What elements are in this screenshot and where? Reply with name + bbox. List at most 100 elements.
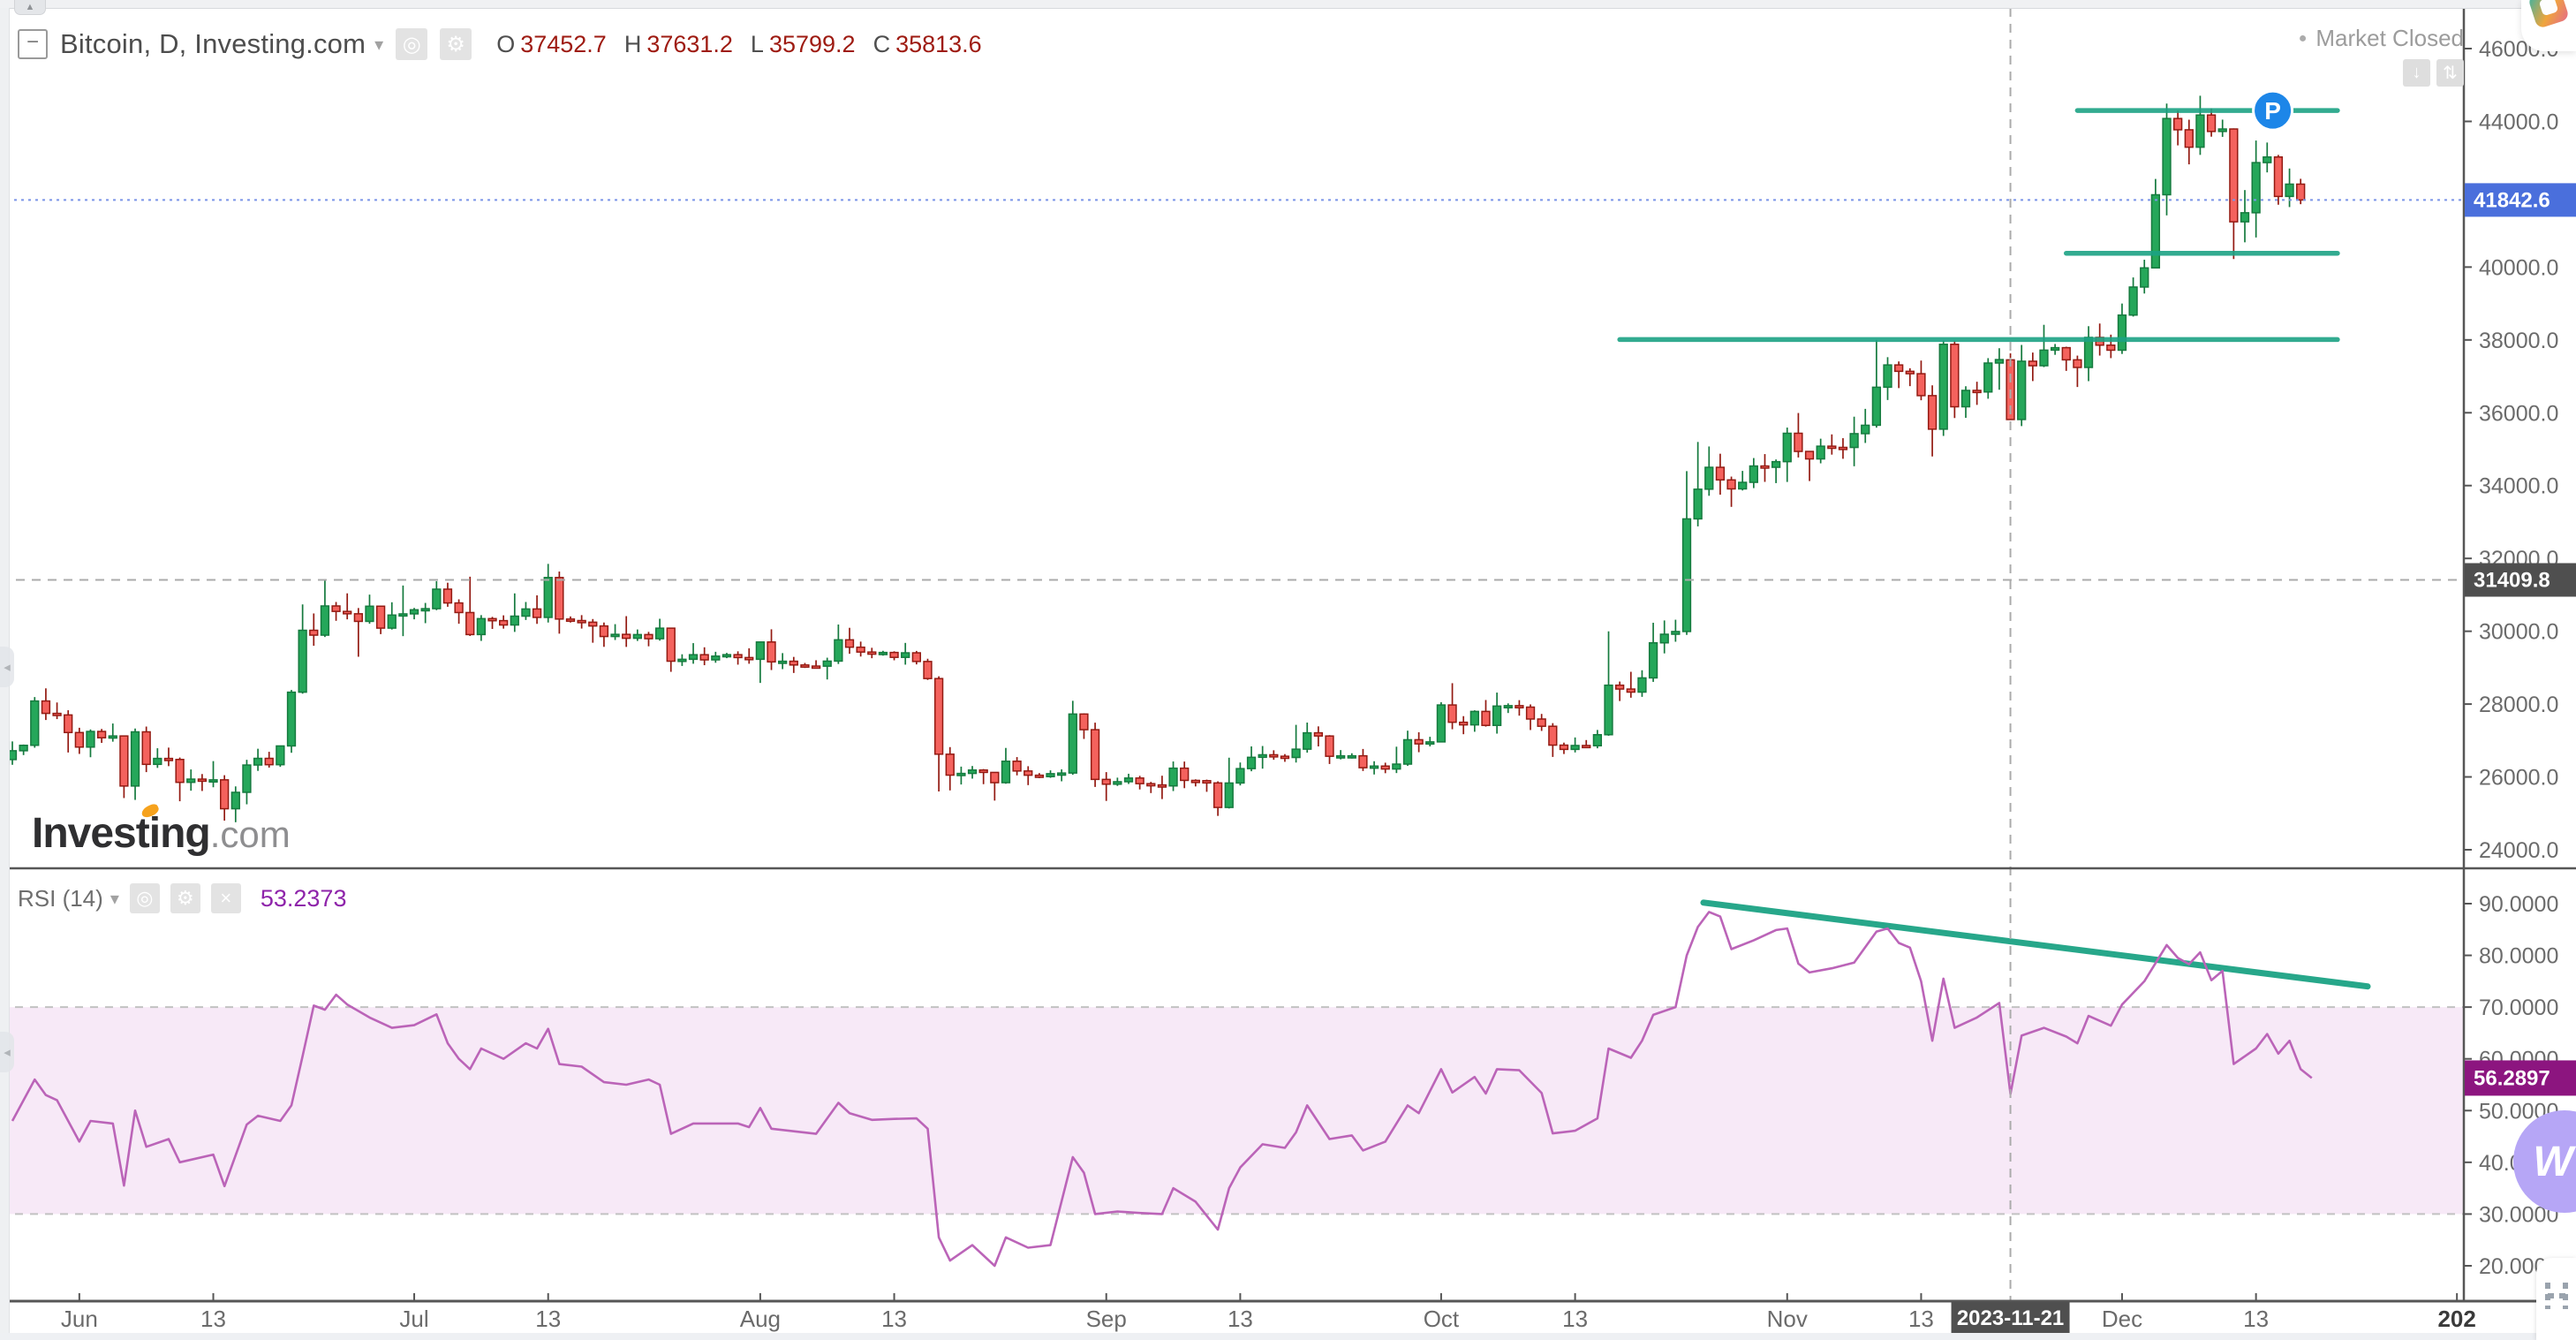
candle-body [1592, 734, 1603, 747]
candle-body [298, 629, 307, 693]
candle-body [1380, 765, 1390, 770]
candle-body [622, 633, 631, 640]
candle-body [432, 588, 442, 609]
candle-body [2184, 129, 2194, 148]
chevron-down-icon[interactable]: ▾ [374, 34, 384, 55]
rsi-indicator-label[interactable]: RSI (14) [18, 884, 103, 912]
candle-body [1559, 744, 1569, 751]
candle-body [1090, 729, 1100, 781]
candle-body [1168, 767, 1178, 787]
candle-body [1570, 745, 1580, 751]
rsi-settings-button[interactable]: ⚙ [170, 883, 200, 913]
candle-body [1861, 424, 1870, 435]
candle-body [1548, 725, 1558, 746]
candle-body [1358, 754, 1368, 768]
chevron-up-icon: ▲ [25, 2, 35, 12]
browser-extension-badge[interactable] [2521, 0, 2576, 51]
candle-body [41, 700, 51, 715]
candle-body [74, 731, 84, 748]
candle-body [911, 652, 921, 662]
rsi-current-value: 53.2373 [260, 884, 347, 912]
candle-body [230, 791, 240, 810]
pan-left-handle[interactable]: ◂ [0, 647, 14, 687]
candle-body [487, 617, 497, 622]
open-label: O [496, 30, 516, 57]
candle-body [1916, 373, 1926, 397]
candle-body [632, 633, 642, 640]
last-price-badge [2465, 183, 2576, 217]
settings-button[interactable]: ⚙ [440, 28, 472, 60]
bottom-page-strip [0, 1333, 2576, 1340]
candle-body [264, 757, 274, 766]
eye-icon: ◎ [402, 32, 421, 57]
candle-body [2028, 360, 2037, 367]
candle-body [978, 769, 988, 774]
candle-body [1681, 518, 1692, 632]
price-tick-label: 44000.0 [2479, 110, 2558, 134]
position-marker[interactable] [2252, 89, 2294, 132]
crosshair-date-badge [1951, 1302, 2070, 1334]
candle-body [1336, 754, 1346, 759]
symbol-title[interactable]: Bitcoin, D, Investing.com [60, 28, 366, 59]
chevron-left-icon: ◂ [4, 660, 11, 675]
time-tick-label: Jul [399, 1306, 428, 1332]
crosshair-date-badge-text: 2023-11-21 [1957, 1306, 2064, 1330]
watermark-logo: Investing .com [32, 802, 291, 858]
scroll-to-latest-button[interactable]: ↓ [2403, 59, 2430, 87]
candle-body [1659, 633, 1669, 644]
candle-body [1079, 713, 1089, 731]
candle-body [1269, 753, 1279, 758]
rsi-remove-button[interactable]: × [210, 883, 241, 913]
candle-body [1726, 479, 1736, 490]
pan-left-handle-rsi[interactable]: ◂ [0, 1032, 14, 1072]
candle-body [654, 627, 665, 640]
rsi-value-badge-text: 56.2897 [2474, 1066, 2550, 1090]
candle-body [1525, 706, 1536, 720]
legend-collapse-button[interactable]: − [18, 29, 48, 59]
rsi-value-badge [2465, 1060, 2576, 1096]
candle-body [1146, 783, 1156, 787]
candle-body [901, 652, 910, 658]
candle-body [1224, 782, 1234, 808]
candle-body [1459, 721, 1469, 726]
candle-body [1515, 705, 1524, 709]
candle-body [1637, 677, 1647, 693]
candle-body [1123, 777, 1134, 783]
candle-body [398, 613, 408, 617]
candle-body [1291, 748, 1301, 759]
rsi-trendline[interactable] [1700, 899, 2371, 990]
candle-body [30, 700, 40, 746]
candle-body [153, 757, 162, 766]
autoscale-button[interactable]: ⇅ [2436, 59, 2464, 87]
candle-body [532, 608, 542, 618]
visibility-button[interactable]: ◎ [396, 28, 428, 60]
candle-body [1101, 778, 1111, 785]
candle-body [1024, 770, 1033, 776]
rsi-visibility-button[interactable]: ◎ [129, 883, 160, 913]
candle-body [86, 731, 95, 748]
candle-body [1369, 765, 1379, 769]
candle-body [286, 691, 297, 747]
time-tick-label: 13 [2243, 1306, 2269, 1332]
candle-body [409, 609, 419, 615]
candle-body [242, 764, 252, 793]
candle-body [1347, 754, 1356, 759]
candle-body [933, 678, 944, 755]
toolbar-expand-tab[interactable]: ▲ [14, 0, 46, 15]
candle-body [565, 618, 576, 622]
candle-body [1648, 641, 1658, 679]
time-tick-label: 13 [535, 1306, 561, 1332]
corner-widget-card[interactable] [2536, 1258, 2576, 1340]
candle-body [878, 651, 888, 655]
candle-body [778, 660, 788, 664]
candle-body [1303, 731, 1312, 750]
chevron-down-icon[interactable]: ▾ [110, 889, 119, 909]
candle-body [990, 771, 1000, 784]
candle-body [2262, 155, 2272, 163]
candle-body [889, 651, 899, 658]
time-tick-label: Oct [1424, 1306, 1460, 1332]
candle-body [186, 778, 196, 784]
candle-body [1313, 731, 1324, 737]
price-tick-label: 36000.0 [2479, 401, 2558, 426]
